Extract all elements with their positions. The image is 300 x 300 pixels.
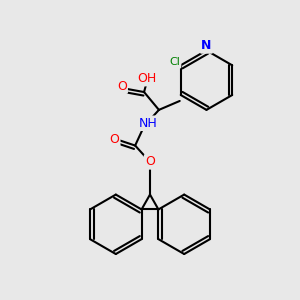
Text: NH: NH [139,117,158,130]
Text: O: O [110,133,119,146]
Text: N: N [201,40,212,52]
Text: O: O [145,155,155,168]
Text: Cl: Cl [169,57,180,67]
Text: OH: OH [137,72,157,85]
Text: O: O [117,80,127,93]
